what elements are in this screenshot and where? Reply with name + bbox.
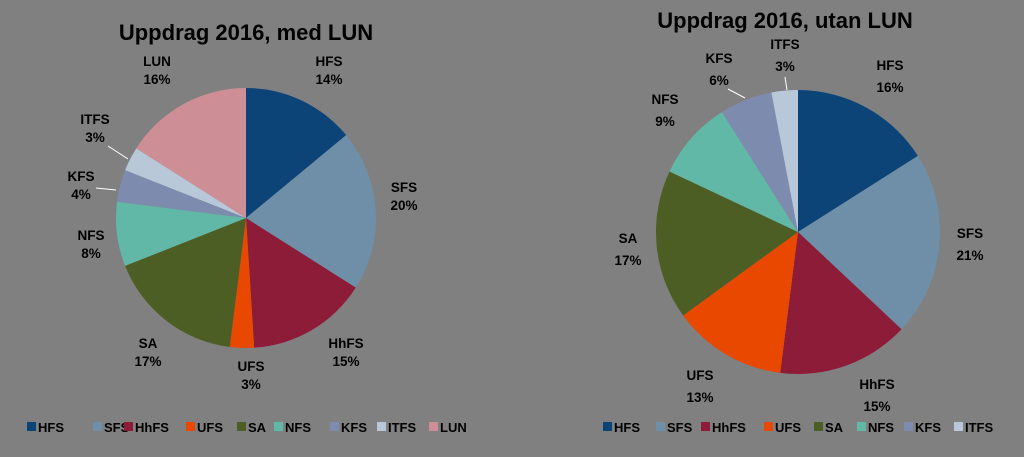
legend-swatch-lun xyxy=(429,422,438,431)
pie-slice-ufs xyxy=(229,218,255,348)
legend-swatch-sa xyxy=(814,422,823,431)
pie-slice-sfs xyxy=(246,135,377,288)
data-label-sa: SA xyxy=(619,231,638,246)
legend-label-ufs: UFS xyxy=(775,420,801,435)
data-value-lun: 16% xyxy=(143,72,170,87)
pie-slice-sfs xyxy=(798,155,940,330)
pie-slice-hfs xyxy=(246,88,347,218)
legend: HFS SFS HhFS UFS SA NFS KFS ITFS LUN xyxy=(27,420,467,435)
legend-swatch-nfs xyxy=(857,422,866,431)
legend-swatch-ufs xyxy=(186,422,195,431)
data-value-kfs: 4% xyxy=(71,187,91,202)
legend-swatch-itfs xyxy=(377,422,386,431)
data-label-itfs: ITFS xyxy=(770,37,799,52)
legend-swatch-nfs xyxy=(274,422,283,431)
data-value-itfs: 3% xyxy=(775,59,795,74)
legend-label-lun: LUN xyxy=(440,420,467,435)
legend-label-hhfs: HhFS xyxy=(712,420,746,435)
pie-slice-itfs xyxy=(125,148,246,218)
data-label-kfs: KFS xyxy=(68,169,95,184)
data-value-sa: 17% xyxy=(134,354,161,369)
data-value-hfs: 16% xyxy=(876,80,903,95)
pie-slice-itfs xyxy=(771,90,798,232)
data-value-itfs: 3% xyxy=(85,130,105,145)
legend-label-sa: SA xyxy=(825,420,844,435)
legend-label-hfs: HFS xyxy=(614,420,640,435)
data-value-nfs: 9% xyxy=(655,114,675,129)
data-value-kfs: 6% xyxy=(709,73,729,88)
data-label-hfs: HFS xyxy=(316,54,343,69)
data-label-hfs: HFS xyxy=(877,58,904,73)
data-value-sfs: 20% xyxy=(390,198,417,213)
leader-line-itfs xyxy=(107,145,129,160)
data-label-nfs: NFS xyxy=(652,92,679,107)
pie-chart-med-lun: Uppdrag 2016, med LUN HFS 14% SFS 20% HhFS 15… xyxy=(27,20,467,435)
legend-swatch-hhfs xyxy=(124,422,133,431)
legend-label-ufs: UFS xyxy=(197,420,223,435)
data-value-sfs: 21% xyxy=(956,248,983,263)
legend-label-kfs: KFS xyxy=(915,420,941,435)
legend-swatch-kfs xyxy=(904,422,913,431)
data-label-ufs: UFS xyxy=(687,368,714,383)
data-label-lun: LUN xyxy=(143,54,171,69)
legend-swatch-sa xyxy=(237,422,246,431)
leader-line-itfs xyxy=(784,76,788,91)
pie-chart-utan-lun: Uppdrag 2016, utan LUN HFS 16% SFS 21% HhFS 1… xyxy=(603,8,993,435)
legend-label-sfs: SFS xyxy=(104,420,130,435)
data-label-itfs: ITFS xyxy=(80,112,109,127)
data-label-ufs: UFS xyxy=(238,359,265,374)
data-value-hfs: 14% xyxy=(315,72,342,87)
legend-label-itfs: ITFS xyxy=(965,420,993,435)
leader-line-kfs xyxy=(727,88,746,99)
pie-slice-ufs xyxy=(683,232,798,373)
pie-slice-lun xyxy=(136,88,246,218)
data-label-sfs: SFS xyxy=(391,180,417,195)
legend-label-hfs: HFS xyxy=(38,420,64,435)
legend-label-kfs: KFS xyxy=(341,420,367,435)
leader-line-kfs xyxy=(95,187,117,191)
data-value-ufs: 13% xyxy=(686,390,713,405)
pie-slice-hhfs xyxy=(780,232,902,375)
data-value-hhfs: 15% xyxy=(863,399,890,414)
legend-swatch-itfs xyxy=(954,422,963,431)
legend-swatch-sfs xyxy=(93,422,102,431)
legend-label-sfs: SFS xyxy=(667,420,693,435)
data-value-sa: 17% xyxy=(614,253,641,268)
legend: HFS SFS HhFS UFS SA NFS KFS ITFS xyxy=(603,420,993,435)
legend-swatch-hhfs xyxy=(701,422,710,431)
data-label-sfs: SFS xyxy=(957,226,983,241)
legend-label-itfs: ITFS xyxy=(388,420,416,435)
chart-title-utan-lun: Uppdrag 2016, utan LUN xyxy=(657,8,912,33)
data-value-ufs: 3% xyxy=(241,377,261,392)
pie-slice-hfs xyxy=(798,90,918,232)
legend-label-nfs: NFS xyxy=(285,420,311,435)
legend-swatch-hfs xyxy=(603,422,612,431)
pie-slice-sa xyxy=(655,171,798,316)
pie-slice-kfs xyxy=(721,92,798,233)
legend-swatch-kfs xyxy=(330,422,339,431)
data-label-nfs: NFS xyxy=(78,228,105,243)
pie-slice-nfs xyxy=(669,112,798,232)
data-label-hhfs: HhFS xyxy=(859,377,894,392)
legend-swatch-hfs xyxy=(27,422,36,431)
chart-title-med-lun: Uppdrag 2016, med LUN xyxy=(119,20,373,45)
legend-label-hhfs: HhFS xyxy=(135,420,169,435)
legend-swatch-sfs xyxy=(656,422,665,431)
pie-slice-hhfs xyxy=(246,218,356,348)
legend-swatch-ufs xyxy=(764,422,773,431)
pie-slice-kfs xyxy=(117,170,246,218)
pie-slice-sa xyxy=(125,218,246,347)
data-label-kfs: KFS xyxy=(706,51,733,66)
data-label-sa: SA xyxy=(139,336,158,351)
legend-label-sa: SA xyxy=(248,420,267,435)
data-label-hhfs: HhFS xyxy=(328,336,363,351)
data-value-nfs: 8% xyxy=(81,246,101,261)
legend-label-nfs: NFS xyxy=(868,420,894,435)
data-value-hhfs: 15% xyxy=(332,354,359,369)
pie-slice-nfs xyxy=(116,201,246,266)
